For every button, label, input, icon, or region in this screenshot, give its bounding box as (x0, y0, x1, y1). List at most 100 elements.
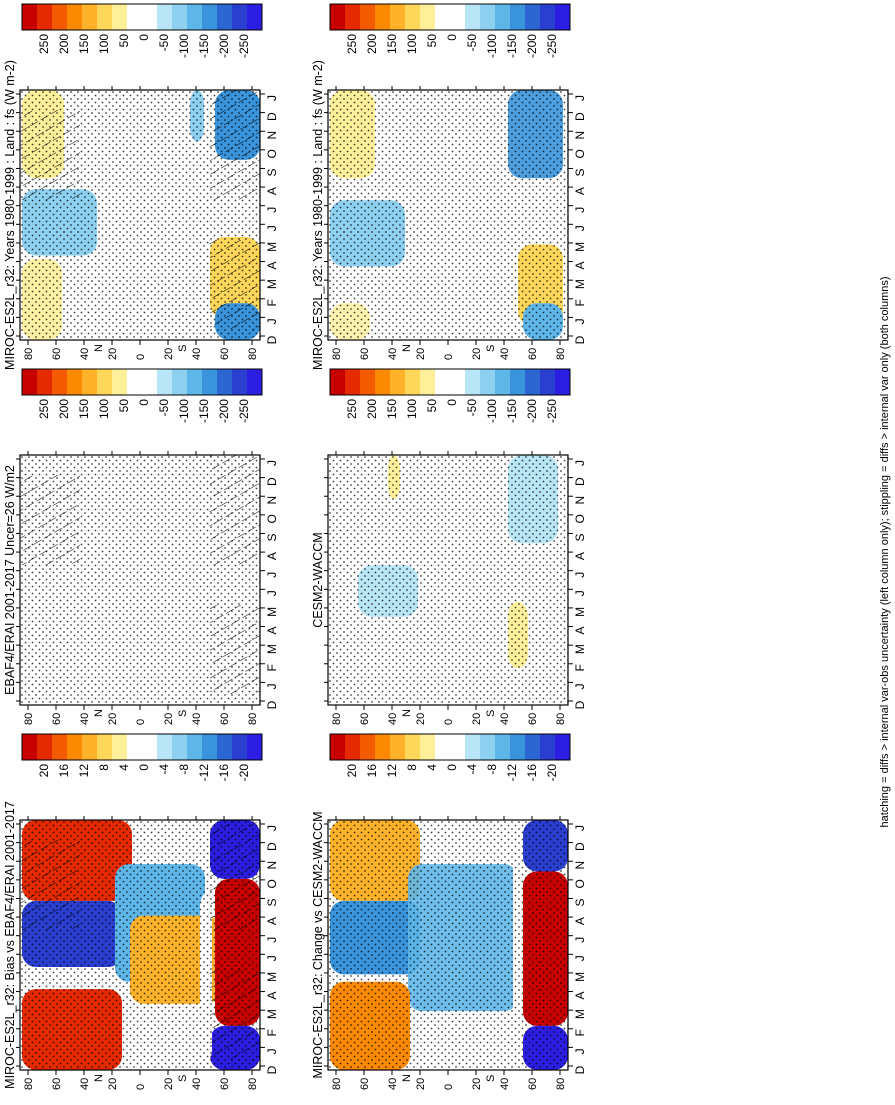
colorbar-swatch (187, 369, 203, 395)
month-tick-label: J (573, 1048, 587, 1054)
lat-tick-label: 60 (51, 348, 63, 360)
month-tick-label: A (265, 187, 279, 195)
lat-tick-label: 80 (555, 713, 567, 725)
colorbar-tick-label: 20 (345, 764, 359, 778)
colorbar-tick-label: -50 (157, 34, 171, 52)
colorbar-tick-label: 250 (345, 399, 359, 419)
month-tick-label: F (265, 664, 279, 671)
month-tick-label: O (573, 149, 587, 158)
hemisphere-label: N (93, 344, 105, 352)
colorbar-tick-label: 100 (97, 399, 111, 419)
colorbar-tick-label: -250 (545, 34, 559, 58)
colorbar-swatch (510, 734, 526, 760)
colorbar-swatch (157, 369, 173, 395)
colorbar-swatch (247, 369, 263, 395)
month-tick-label: D (573, 700, 587, 709)
month-tick-label: N (265, 861, 279, 870)
colorbar-swatch (217, 734, 233, 760)
lat-tick-label: 40 (387, 348, 399, 360)
lat-tick-label: 60 (51, 1078, 63, 1090)
colorbar-swatch (555, 734, 571, 760)
colorbar-swatch (67, 734, 83, 760)
month-tick-label: D (265, 1065, 279, 1074)
colorbar-tick-label: -4 (465, 764, 479, 775)
lat-tick-label: 80 (331, 348, 343, 360)
colorbar-swatch (435, 369, 451, 395)
colorbar-swatch (405, 4, 421, 30)
colorbar-swatch (202, 734, 218, 760)
lat-tick-label: 80 (247, 348, 259, 360)
colorbar-swatch (450, 734, 466, 760)
colorbar-swatch (435, 4, 451, 30)
month-tick-label: M (573, 242, 587, 252)
colorbar-swatch (172, 4, 188, 30)
colorbar-swatch (172, 734, 188, 760)
colorbar-swatch (142, 734, 158, 760)
colorbar-tick-label: 0 (137, 399, 151, 406)
month-tick-label: M (265, 279, 279, 289)
month-tick-label: F (573, 299, 587, 306)
month-tick-label: J (573, 683, 587, 689)
panel-left-middle: 80 60 40 20 0 20 40 60 80N SDJFMAMJJASONDJEBAF4/E… (3, 368, 279, 725)
month-tick-label: J (573, 95, 587, 101)
lat-tick-label: 60 (527, 713, 539, 725)
colorbar-swatch (420, 734, 436, 760)
colorbar-tick-label: 0 (445, 764, 459, 771)
month-tick-label: D (573, 1065, 587, 1074)
colorbar-swatch (540, 734, 556, 760)
lat-tick-label: 20 (471, 1078, 483, 1090)
colorbar-tick-label: 12 (385, 764, 399, 778)
month-tick-label: J (573, 937, 587, 943)
colorbar-swatch (450, 369, 466, 395)
colorbar-tick-label: -8 (485, 764, 499, 775)
colorbar-tick-label: 250 (37, 34, 51, 54)
colorbar-tick-label: -16 (525, 764, 539, 782)
stippling (328, 820, 568, 1070)
colorbar-swatch (345, 734, 361, 760)
colorbar-swatch (480, 369, 496, 395)
month-tick-label: S (573, 168, 587, 176)
colorbar: 20 16 12 8 4 0 -4 -8 -12 -16 -20 (329, 733, 571, 782)
month-tick-label: M (573, 279, 587, 289)
month-tick-label: D (265, 335, 279, 344)
colorbar-swatch (112, 734, 128, 760)
lat-tick-label: 40 (499, 348, 511, 360)
colorbar-swatch (97, 369, 113, 395)
colorbar-swatch (232, 734, 248, 760)
colorbar-tick-label: -4 (157, 764, 171, 775)
lat-tick-label: 80 (555, 1078, 567, 1090)
colorbar-swatch (360, 734, 376, 760)
colorbar-tick-label: -50 (465, 34, 479, 52)
lat-tick-label: 0 (135, 1084, 147, 1090)
hatching (210, 605, 260, 695)
colorbar-tick-label: -16 (217, 764, 231, 782)
lat-tick-label: 20 (163, 713, 175, 725)
colorbar-tick-label: 150 (77, 399, 91, 419)
colorbar-swatch (420, 369, 436, 395)
month-tick-label: D (573, 842, 587, 851)
colorbar-tick-label: 200 (365, 34, 379, 54)
colorbar-swatch (390, 734, 406, 760)
hatching (210, 970, 260, 1060)
lat-tick-label: 40 (499, 713, 511, 725)
lat-tick-label: 20 (471, 713, 483, 725)
colorbar-tick-label: 0 (445, 34, 459, 41)
hemisphere-label: N (93, 1074, 105, 1082)
lat-tick-label: 60 (219, 348, 231, 360)
colorbar-swatch (420, 4, 436, 30)
panel-left-bottom: 80 60 40 20 0 20 40 60 80N SDJFMAMJJASONDJMIROC-E… (3, 733, 279, 1090)
lat-tick-label: 60 (359, 713, 371, 725)
hemisphere-label: N (401, 344, 413, 352)
colorbar-swatch (247, 4, 263, 30)
lat-tick-label: 60 (51, 713, 63, 725)
hatching (210, 455, 260, 565)
month-tick-label: D (265, 112, 279, 121)
month-tick-label: J (573, 318, 587, 324)
colorbar-tick-label: 150 (385, 399, 399, 419)
lat-tick-label: 60 (359, 1078, 371, 1090)
colorbar-tick-label: 50 (425, 34, 439, 48)
colorbar-swatch (465, 4, 481, 30)
